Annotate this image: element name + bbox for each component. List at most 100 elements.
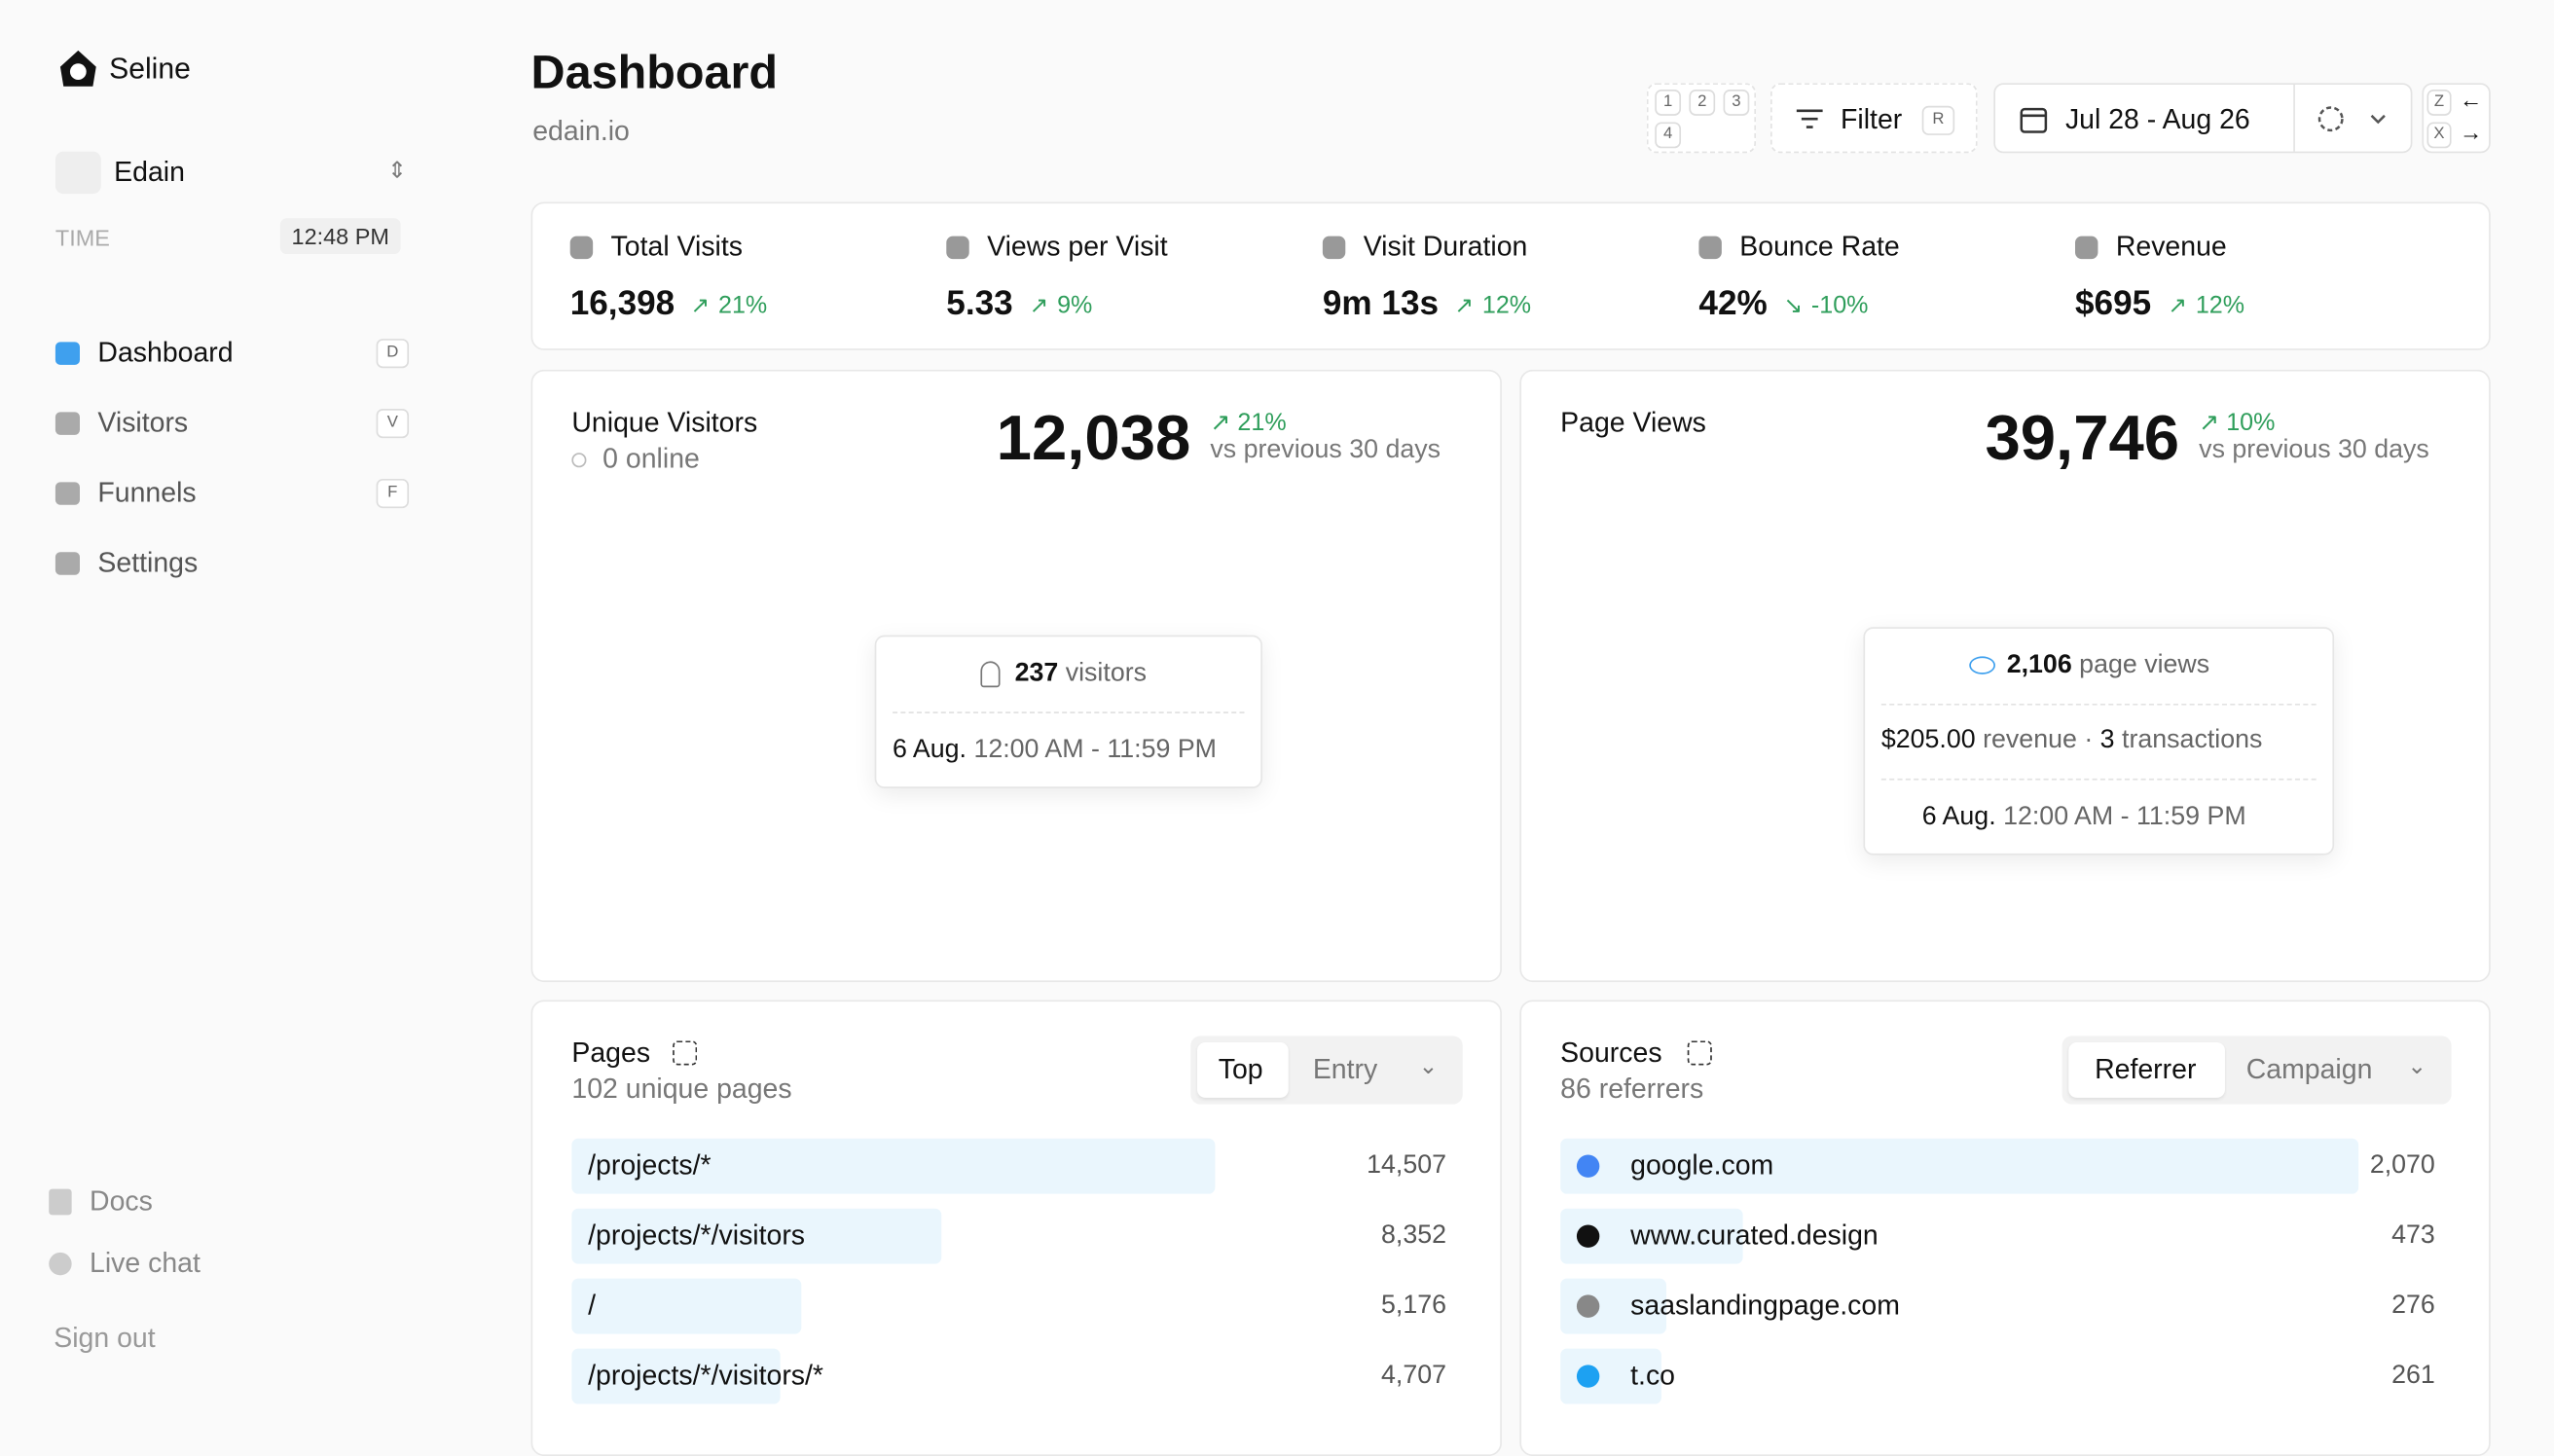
- tooltip-revenue: $205.00: [1880, 726, 1976, 754]
- stat-label: Views per Visit: [987, 231, 1168, 263]
- row-label[interactable]: google.com: [1630, 1149, 1774, 1182]
- sign-out[interactable]: Sign out: [54, 1322, 156, 1354]
- stat-label: Total Visits: [610, 231, 744, 263]
- stat-value: 9m 13s: [1322, 284, 1440, 323]
- key: 2: [1689, 90, 1716, 116]
- row-bar: [571, 1208, 942, 1264]
- tooltip-unit: visitors: [1065, 659, 1148, 688]
- tooltip-sep: [1880, 778, 2317, 781]
- tabs: Top Entry ⌄: [1190, 1036, 1463, 1105]
- expand-icon[interactable]: [1687, 1040, 1712, 1066]
- tab-menu[interactable]: ⌄: [1418, 1052, 1439, 1078]
- workspace-icon: [55, 151, 101, 195]
- workspace[interactable]: Edain: [114, 156, 185, 188]
- card-subtitle: 102 unique pages: [571, 1073, 792, 1105]
- tooltip-sep: [893, 711, 1245, 713]
- key: X: [2426, 122, 2452, 149]
- sources-card: Sources 86 referrers Referrer Campaign ⌄…: [1519, 1000, 2491, 1456]
- stats-card: Total Visits 16,398 ↗ 21% Views per Visit 5.3…: [530, 201, 2491, 350]
- tab[interactable]: Top: [1218, 1053, 1263, 1085]
- source-icon: [1576, 1294, 1600, 1318]
- nav-icon: [55, 342, 81, 365]
- source-icon: [1576, 1154, 1600, 1178]
- brand: Seline: [109, 52, 191, 86]
- row-label[interactable]: /projects/*: [588, 1149, 711, 1182]
- pages-card: Pages 102 unique pages Top Entry ⌄ /proj…: [530, 1000, 1502, 1456]
- tab[interactable]: Referrer: [2095, 1053, 2197, 1085]
- compare-icon: [2317, 106, 2386, 132]
- stat-arrow: ↘: [1783, 291, 1804, 318]
- row-value: 276: [2391, 1292, 2435, 1320]
- tooltip-sep: [1880, 703, 2317, 706]
- eye-icon: [1969, 656, 1996, 674]
- row-label[interactable]: www.curated.design: [1630, 1219, 1879, 1252]
- tooltip-transactions: 3: [2099, 726, 2115, 754]
- stat-change: -10%: [1810, 291, 1869, 320]
- key: 1: [1655, 90, 1682, 116]
- nav-icon: [55, 482, 81, 505]
- nav-item[interactable]: Funnels: [97, 477, 197, 509]
- stat-icon: [569, 236, 594, 260]
- user-icon: [980, 661, 1001, 688]
- prev-arrow[interactable]: ←: [2459, 86, 2483, 113]
- nav-item[interactable]: Dashboard: [97, 337, 234, 369]
- stat-label: Revenue: [2115, 231, 2227, 263]
- period-keys[interactable]: 1 2 3 4: [1646, 83, 1757, 154]
- stat-change: 21%: [718, 291, 768, 320]
- row-label[interactable]: /: [588, 1290, 597, 1322]
- stat-change: 12%: [1481, 291, 1532, 320]
- row-value: 8,352: [1381, 1221, 1447, 1250]
- docs-icon: [49, 1188, 72, 1216]
- tooltip: 237 visitors 6 Aug. 12:00 AM - 11:59 PM: [874, 635, 1262, 788]
- card-title: Pages: [571, 1037, 651, 1069]
- filter-icon: [1796, 109, 1823, 128]
- stat-value: 16,398: [569, 284, 675, 323]
- calendar-icon: [2020, 107, 2048, 133]
- date-range: Jul 28 - Aug 26: [2064, 104, 2250, 135]
- nav-icon: [55, 552, 81, 575]
- nav-item[interactable]: Visitors: [97, 407, 189, 439]
- stat-icon: [1698, 236, 1722, 260]
- tooltip-count-line: 237 visitors: [1015, 660, 1147, 689]
- row-value: 5,176: [1381, 1292, 1447, 1320]
- tooltip-revenue-unit: revenue: [1983, 726, 2077, 754]
- stat-label: Bounce Rate: [1739, 231, 1900, 263]
- tooltip-count-line: 2,106 page views: [2007, 651, 2209, 680]
- expand-icon[interactable]: [673, 1040, 698, 1066]
- chat-icon: [49, 1252, 72, 1276]
- row-bar: [571, 1278, 802, 1334]
- row-label[interactable]: /projects/*/visitors: [588, 1219, 806, 1252]
- chart-title: Page Views: [1560, 407, 1706, 439]
- filter-button[interactable]: Filter R: [1770, 83, 1978, 154]
- docs-link[interactable]: Docs: [90, 1185, 153, 1218]
- tooltip-time: 12:00 AM - 11:59 PM: [2003, 803, 2246, 831]
- tab-active-bg: [1197, 1042, 1289, 1098]
- row-label[interactable]: t.co: [1630, 1360, 1676, 1392]
- row-value: 2,070: [2369, 1151, 2435, 1180]
- row-label[interactable]: /projects/*/visitors/*: [588, 1360, 824, 1392]
- app: Seline Edain ⇕ TIME 12:48 PM Dashboard D V…: [49, 47, 2491, 1456]
- row-label[interactable]: saaslandingpage.com: [1630, 1290, 1900, 1322]
- row-value: 261: [2391, 1362, 2435, 1390]
- key: 4: [1655, 122, 1682, 149]
- tooltip-date-line: 6 Aug. 12:00 AM - 11:59 PM: [1922, 803, 2246, 832]
- divider: [2293, 85, 2295, 152]
- tab[interactable]: Campaign: [2245, 1053, 2373, 1085]
- live-chat-link[interactable]: Live chat: [90, 1247, 201, 1279]
- source-icon: [1576, 1224, 1600, 1248]
- workspace-switch[interactable]: ⇕: [387, 156, 407, 183]
- stat-value: $695: [2075, 284, 2152, 323]
- nav-keys[interactable]: Z X ← →: [2422, 83, 2491, 154]
- stat-icon: [2075, 236, 2098, 260]
- stat-arrow: ↗: [690, 291, 711, 318]
- total: 39,746: [1985, 404, 2180, 474]
- time-label: TIME: [55, 224, 110, 251]
- next-arrow[interactable]: →: [2459, 119, 2483, 145]
- date-range-picker[interactable]: Jul 28 - Aug 26: [1993, 83, 2413, 154]
- change-value: 21%: [1237, 409, 1287, 437]
- nav-item[interactable]: Settings: [97, 547, 199, 579]
- page-title: Dashboard: [530, 47, 779, 100]
- tooltip-date: 6 Aug.: [893, 736, 967, 764]
- tab-menu[interactable]: ⌄: [2407, 1052, 2427, 1078]
- tab[interactable]: Entry: [1312, 1053, 1378, 1085]
